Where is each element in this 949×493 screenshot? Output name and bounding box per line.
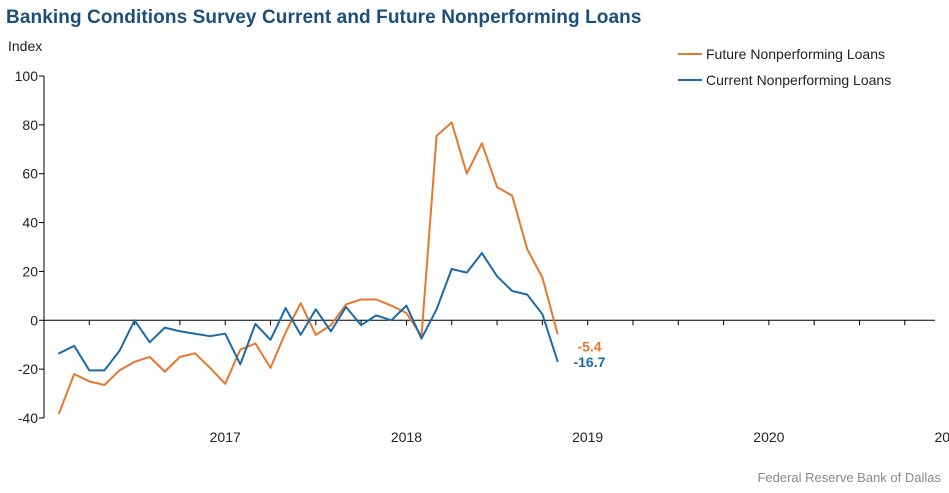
- y-tick-label: -20: [18, 361, 38, 377]
- axes: -40 -20 0 20 40 60 80 100 2017 2018 2019 2020 2021: [15, 68, 949, 445]
- y-tick-label: 80: [22, 117, 38, 133]
- y-tick-label: 20: [22, 263, 38, 279]
- series-layer: -5.4-16.7: [58, 121, 606, 415]
- y-tick-label: 0: [30, 312, 38, 328]
- y-tick-label: 100: [15, 68, 39, 84]
- series-line-future: [58, 121, 559, 415]
- legend-label: Current Nonperforming Loans: [706, 72, 891, 88]
- end-value-label: -5.4: [577, 338, 601, 354]
- y-tick-label: -40: [18, 410, 38, 426]
- end-value-label: -16.7: [573, 354, 605, 370]
- line-chart: Index -40 -20 0 20 40 60 80 100 2017 2018 2019 2020…: [8, 38, 949, 445]
- x-tick-label: 2019: [572, 429, 603, 445]
- y-tick-label: 60: [22, 166, 38, 182]
- y-axis-title: Index: [8, 38, 42, 54]
- legend: Future Nonperforming Loans Current Nonper…: [678, 46, 891, 88]
- source-note: Federal Reserve Bank of Dallas: [757, 470, 941, 485]
- legend-label: Future Nonperforming Loans: [706, 46, 885, 62]
- series-line-current: [58, 252, 559, 372]
- x-tick-label: 2021: [935, 429, 949, 445]
- x-tick-label: 2018: [391, 429, 422, 445]
- y-tick-label: 40: [22, 215, 38, 231]
- x-tick-label: 2020: [753, 429, 784, 445]
- x-tick-label: 2017: [210, 429, 241, 445]
- chart-title: Banking Conditions Survey Current and Fu…: [6, 7, 642, 28]
